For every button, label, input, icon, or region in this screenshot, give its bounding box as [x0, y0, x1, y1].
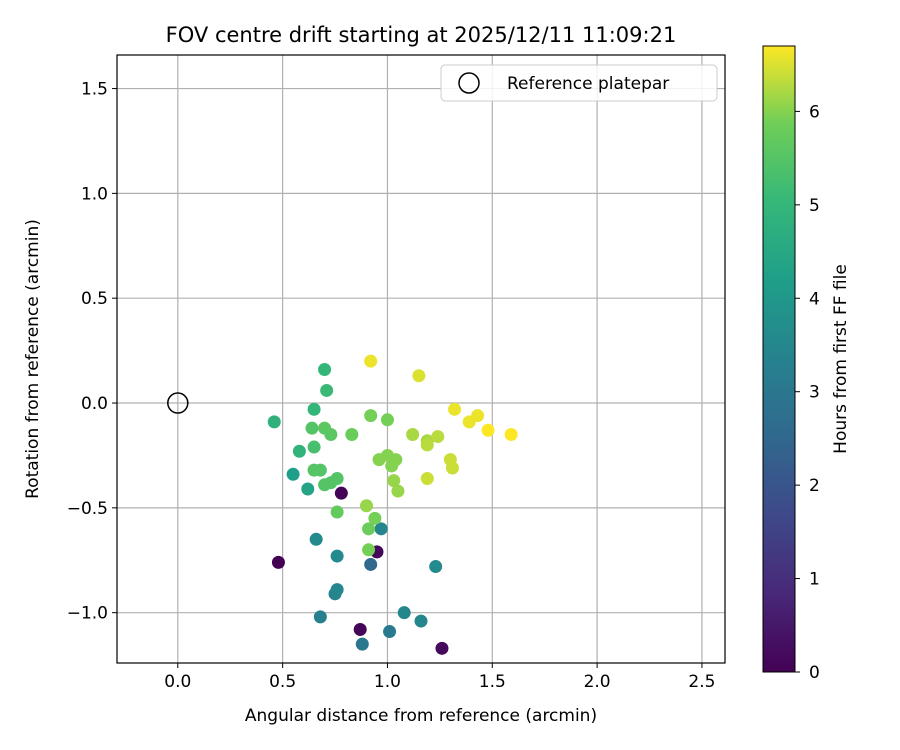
data-point [286, 467, 300, 481]
y-tick-label: 0.0 [81, 394, 108, 414]
data-point [435, 641, 449, 655]
data-point [448, 402, 462, 416]
x-tick-label: 0.5 [269, 672, 296, 692]
data-point [271, 555, 285, 569]
data-point [353, 622, 367, 636]
data-point [414, 614, 428, 628]
x-tick-label: 2.5 [688, 672, 715, 692]
data-point [313, 463, 327, 477]
data-point [397, 606, 411, 620]
data-point [389, 453, 403, 467]
data-point [359, 499, 373, 513]
data-point [420, 438, 434, 452]
colorbar-tick-label: 4 [809, 289, 820, 309]
data-point [318, 362, 332, 376]
data-point [481, 423, 495, 437]
data-point [301, 482, 315, 496]
data-point [355, 637, 369, 651]
data-point [364, 409, 378, 423]
y-tick-label: 1.5 [81, 80, 108, 100]
data-point [380, 413, 394, 427]
chart-title: FOV centre drift starting at 2025/12/11 … [166, 23, 677, 47]
colorbar-ticks: 0 1 2 3 4 5 6 [795, 102, 820, 683]
data-point [292, 444, 306, 458]
data-point [383, 625, 397, 639]
x-tick-label: 0.0 [164, 672, 191, 692]
colorbar-tick-label: 2 [809, 476, 820, 496]
data-point [420, 472, 434, 486]
data-point [309, 532, 323, 546]
data-points [267, 354, 518, 655]
data-point [307, 440, 321, 454]
legend-marker-icon [458, 72, 480, 94]
data-point [406, 427, 420, 441]
data-point [307, 402, 321, 416]
data-point [429, 560, 443, 574]
data-point [334, 486, 348, 500]
legend-box [440, 64, 718, 102]
data-point [330, 472, 344, 486]
y-axis-ticks: −1.0 −0.5 0.0 0.5 1.0 1.5 [67, 80, 117, 624]
data-point [330, 505, 344, 519]
colorbar: 0 1 2 3 4 5 6 Hours from first FF file [762, 45, 851, 683]
y-tick-label: −0.5 [67, 499, 108, 519]
data-point [391, 484, 405, 498]
plot-frame [116, 54, 726, 664]
x-axis-ticks: 0.0 0.5 1.0 1.5 2.0 2.5 [164, 663, 715, 692]
x-tick-label: 2.0 [584, 672, 611, 692]
data-point [431, 430, 445, 444]
data-point [362, 543, 376, 557]
colorbar-tick-label: 1 [809, 570, 820, 590]
y-tick-label: −1.0 [67, 604, 108, 624]
data-point [374, 522, 388, 536]
data-point [305, 421, 319, 435]
data-point [445, 461, 459, 475]
data-point [471, 409, 485, 423]
colorbar-tick-label: 3 [809, 383, 820, 403]
x-axis-label: Angular distance from reference (arcmin) [245, 706, 597, 726]
legend-entry-reference-platepar: Reference platepar [507, 74, 669, 94]
y-axis-label: Rotation from reference (arcmin) [23, 219, 43, 499]
data-point [320, 383, 334, 397]
data-point [412, 369, 426, 383]
data-point [364, 354, 378, 368]
data-point [364, 557, 378, 571]
data-point [368, 511, 382, 525]
reference-platepar-marker [167, 392, 189, 414]
x-tick-label: 1.0 [374, 672, 401, 692]
legend: Reference platepar [440, 64, 718, 102]
colorbar-tick-label: 0 [809, 663, 820, 683]
data-point [504, 427, 518, 441]
x-tick-label: 1.5 [479, 672, 506, 692]
data-point [313, 610, 327, 624]
data-point [330, 549, 344, 563]
colorbar-tick-label: 6 [809, 102, 820, 122]
grid [117, 55, 725, 663]
data-point [267, 415, 281, 429]
y-tick-label: 1.0 [81, 184, 108, 204]
y-tick-label: 0.5 [81, 289, 108, 309]
data-point [387, 474, 401, 488]
colorbar-tick-label: 5 [809, 196, 820, 216]
colorbar-gradient [762, 45, 796, 673]
colorbar-label: Hours from first FF file [831, 264, 851, 454]
data-point [345, 427, 359, 441]
data-point [330, 583, 344, 597]
data-point [362, 522, 376, 536]
data-point [324, 427, 338, 441]
